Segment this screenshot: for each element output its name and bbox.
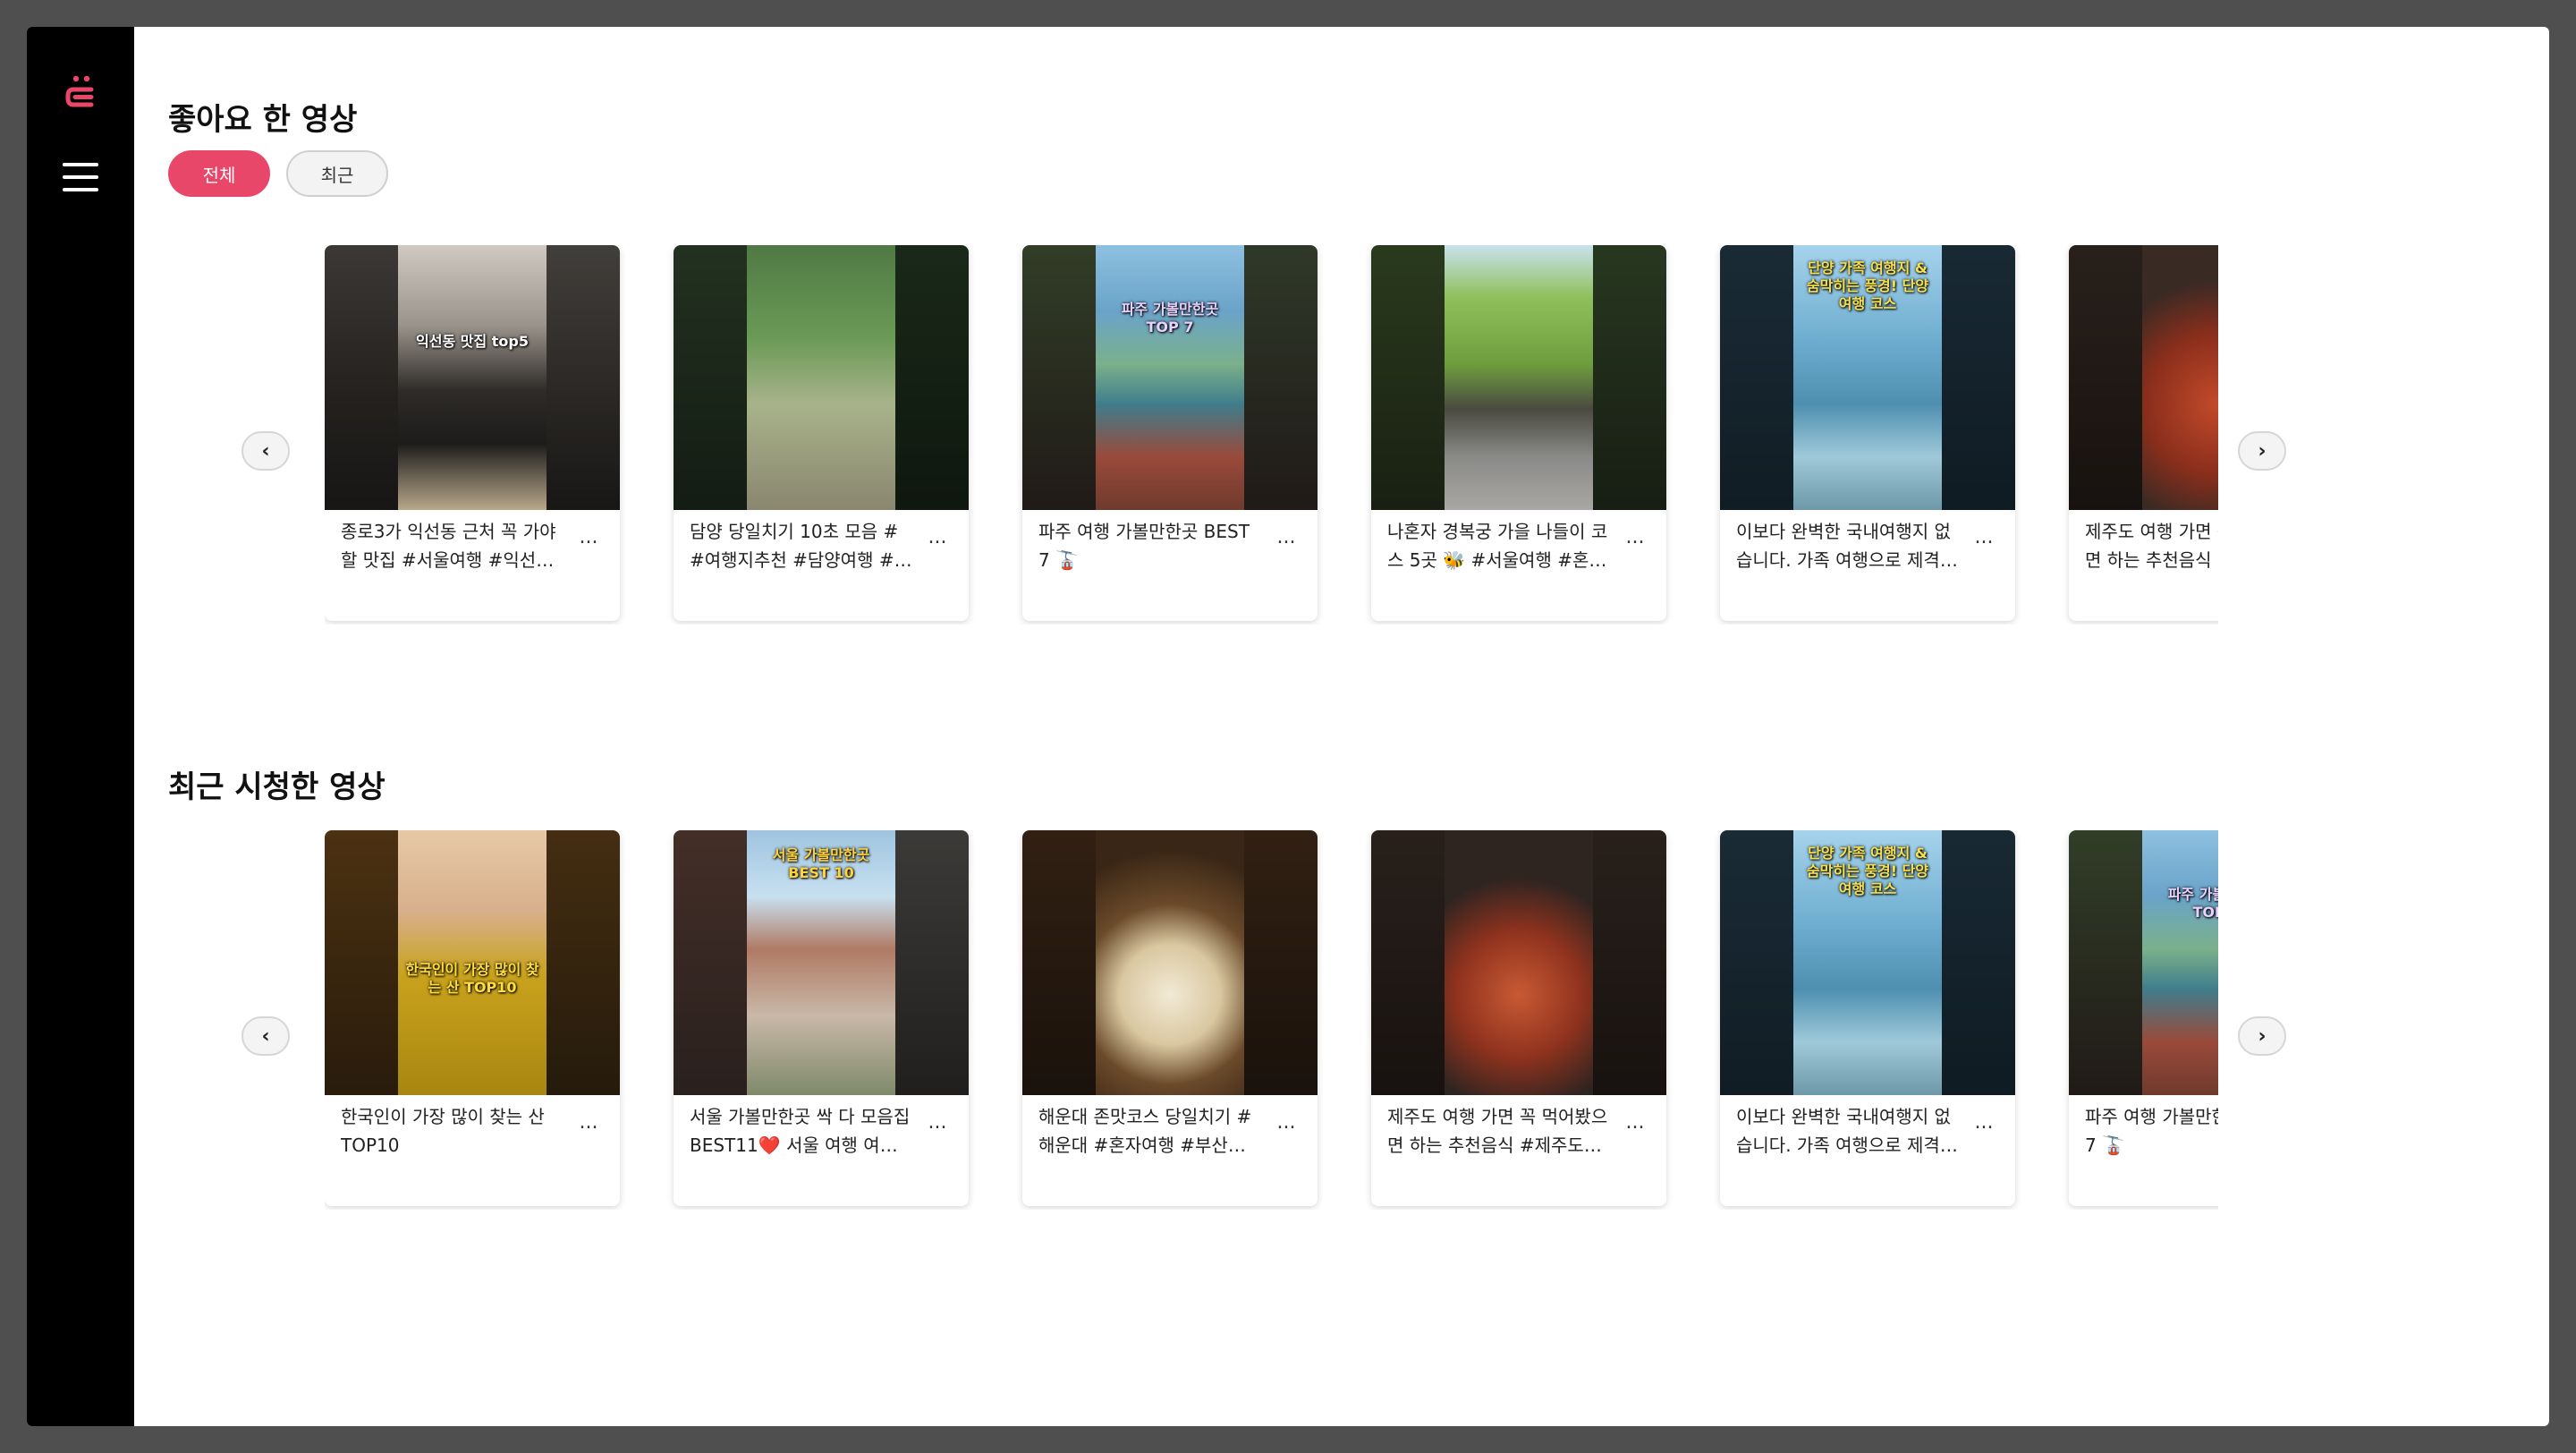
video-card[interactable]: 한국인이 가장 많이 찾는 산 TOP10 한국인이 가장 많이 찾는 산 TO…	[325, 830, 620, 1206]
recent-prev-button[interactable]: ‹	[242, 1016, 290, 1056]
video-thumbnail[interactable]	[1371, 245, 1666, 510]
video-title[interactable]: 이보다 완벽한 국내여행지 없습니다. 가족 여행으로 제격…	[1736, 521, 1958, 571]
more-options-icon[interactable]: ...	[1625, 526, 1645, 548]
video-title[interactable]: 담양 당일치기 10초 모음 # #여행지추천 #담양여행 #담…	[690, 521, 899, 571]
liked-section-title: 좋아요 한 영상	[168, 102, 358, 138]
more-options-icon[interactable]: ...	[1276, 526, 1296, 548]
filter-all-button[interactable]: 전체	[168, 150, 270, 197]
liked-carousel: 익선동 맛집 top5 종로3가 익선동 근처 꼭 가야할 맛집 #서울여행 #…	[325, 245, 2218, 625]
liked-prev-button[interactable]: ‹	[242, 431, 290, 471]
video-title[interactable]: 해운대 존맛코스 당일치기 #해운대 #혼자여행 #부산여행 …	[1038, 1106, 1261, 1156]
video-thumbnail[interactable]: 단양 가족 여행지 & 숨막히는 풍경! 단양 여행 코스	[1720, 245, 2015, 510]
video-title[interactable]: 한국인이 가장 많이 찾는 산 TOP10	[341, 1106, 545, 1156]
more-options-icon[interactable]: ...	[1276, 1111, 1296, 1134]
thumbnail-overlay-text: 익선동 맛집 top5	[416, 333, 529, 350]
more-options-icon[interactable]: ...	[928, 1111, 947, 1134]
video-card[interactable]: 서울 가볼만한곳 BEST 10 서울 가볼만한곳 싹 다 모음집 BEST11…	[674, 830, 969, 1206]
video-title[interactable]: 제주도 여행 가면 꼭 먹어봤으면 하는 추천음식 #제주도여…	[2085, 521, 2218, 571]
video-card[interactable]: 나혼자 경복궁 가을 나들이 코스 5곳 🐝 #서울여행 #혼여… ...	[1371, 245, 1666, 621]
video-thumbnail[interactable]: 파주 가볼만한곳 TOP 7	[1022, 245, 1318, 510]
video-title[interactable]: 파주 여행 가볼만한곳 BEST 7 🚡	[1038, 521, 1250, 571]
video-thumbnail[interactable]: 단양 가족 여행지 & 숨막히는 풍경! 단양 여행 코스	[1720, 830, 2015, 1095]
video-card[interactable]: 제주도 여행 가면 꼭 먹어봤으면 하는 추천음식 #제주도여… ...	[2069, 245, 2218, 621]
video-title[interactable]: 나혼자 경복궁 가을 나들이 코스 5곳 🐝 #서울여행 #혼여…	[1387, 521, 1608, 571]
video-thumbnail[interactable]	[674, 245, 969, 510]
recent-section-title: 최근 시청한 영상	[168, 769, 386, 805]
video-thumbnail[interactable]	[1022, 830, 1318, 1095]
more-options-icon[interactable]: ...	[579, 1111, 598, 1134]
thumbnail-overlay-text: 파주 가볼만한곳 TOP 7	[1121, 301, 1219, 336]
app-logo[interactable]	[64, 73, 97, 113]
recent-carousel: 한국인이 가장 많이 찾는 산 TOP10 한국인이 가장 많이 찾는 산 TO…	[325, 830, 2218, 1210]
video-card[interactable]: 단양 가족 여행지 & 숨막히는 풍경! 단양 여행 코스 이보다 완벽한 국내…	[1720, 830, 2015, 1206]
video-thumbnail[interactable]: 한국인이 가장 많이 찾는 산 TOP10	[325, 830, 620, 1095]
more-options-icon[interactable]: ...	[1974, 1111, 1994, 1134]
video-title[interactable]: 제주도 여행 가면 꼭 먹어봤으면 하는 추천음식 #제주도여…	[1387, 1106, 1608, 1156]
video-thumbnail[interactable]: 익선동 맛집 top5	[325, 245, 620, 510]
video-card[interactable]: 익선동 맛집 top5 종로3가 익선동 근처 꼭 가야할 맛집 #서울여행 #…	[325, 245, 620, 621]
more-options-icon[interactable]: ...	[579, 526, 598, 548]
video-card[interactable]: 단양 가족 여행지 & 숨막히는 풍경! 단양 여행 코스 이보다 완벽한 국내…	[1720, 245, 2015, 621]
video-thumbnail[interactable]	[2069, 245, 2218, 510]
video-thumbnail[interactable]: 서울 가볼만한곳 BEST 10	[674, 830, 969, 1095]
sidebar	[27, 27, 134, 1426]
recent-next-button[interactable]: ›	[2238, 1016, 2286, 1056]
video-title[interactable]: 파주 여행 가볼만한곳 BEST 7 🚡	[2085, 1106, 2218, 1156]
main-content: 좋아요 한 영상 전체 최근 ‹ › 익선동 맛집 top5 종로3가 익선동 …	[134, 27, 2549, 1426]
thumbnail-overlay-text: 서울 가볼만한곳 BEST 10	[772, 846, 870, 881]
video-card[interactable]: 파주 가볼만한곳 TOP 7 파주 여행 가볼만한곳 BEST 7 🚡 ...	[2069, 830, 2218, 1206]
video-title[interactable]: 서울 가볼만한곳 싹 다 모음집 BEST11❤️ 서울 여행 여기 …	[690, 1106, 911, 1156]
thumbnail-overlay-text: 한국인이 가장 많이 찾는 산 TOP10	[405, 961, 539, 996]
thumbnail-overlay-text: 파주 가볼만한곳 TOP 7	[2167, 886, 2218, 921]
more-options-icon[interactable]: ...	[928, 526, 947, 548]
liked-next-button[interactable]: ›	[2238, 431, 2286, 471]
filter-recent-button[interactable]: 최근	[286, 150, 388, 197]
more-options-icon[interactable]: ...	[1974, 526, 1994, 548]
thumbnail-overlay-text: 단양 가족 여행지 & 숨막히는 풍경! 단양 여행 코스	[1806, 845, 1929, 897]
hamburger-menu-icon[interactable]	[63, 159, 98, 195]
video-card[interactable]: 담양 당일치기 10초 모음 # #여행지추천 #담양여행 #담… ...	[674, 245, 969, 621]
video-card[interactable]: 파주 가볼만한곳 TOP 7 파주 여행 가볼만한곳 BEST 7 🚡 ...	[1022, 245, 1318, 621]
video-card[interactable]: 해운대 존맛코스 당일치기 #해운대 #혼자여행 #부산여행 … ...	[1022, 830, 1318, 1206]
thumbnail-overlay-text: 단양 가족 여행지 & 숨막히는 풍경! 단양 여행 코스	[1806, 259, 1929, 312]
video-thumbnail[interactable]: 파주 가볼만한곳 TOP 7	[2069, 830, 2218, 1095]
video-thumbnail[interactable]	[1371, 830, 1666, 1095]
app-window: 좋아요 한 영상 전체 최근 ‹ › 익선동 맛집 top5 종로3가 익선동 …	[27, 27, 2549, 1426]
video-title[interactable]: 이보다 완벽한 국내여행지 없습니다. 가족 여행으로 제격…	[1736, 1106, 1958, 1156]
more-options-icon[interactable]: ...	[1625, 1111, 1645, 1134]
video-card[interactable]: 제주도 여행 가면 꼭 먹어봤으면 하는 추천음식 #제주도여… ...	[1371, 830, 1666, 1206]
video-title[interactable]: 종로3가 익선동 근처 꼭 가야할 맛집 #서울여행 #익선동…	[341, 521, 556, 571]
